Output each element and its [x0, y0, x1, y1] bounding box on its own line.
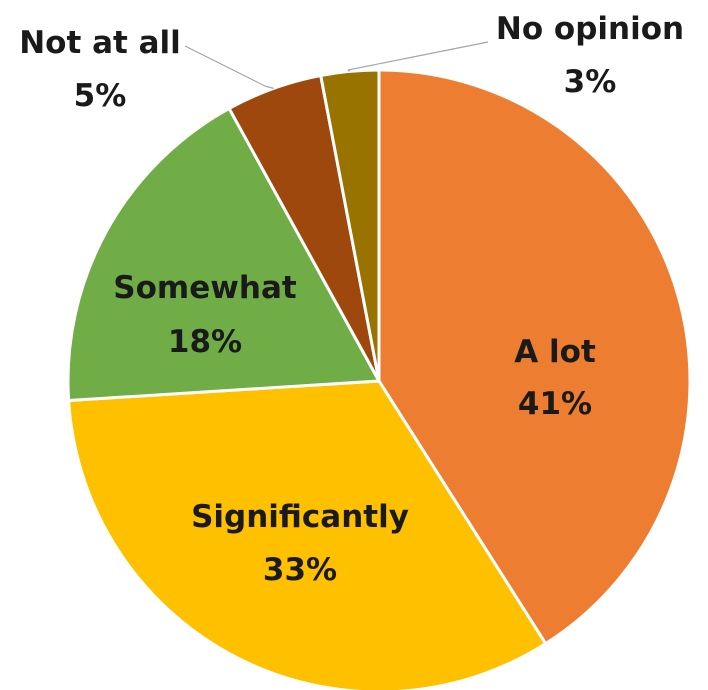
- data-label-category-not-at-all: Not at all: [19, 25, 181, 61]
- data-label-percent-a-lot: 41%: [518, 386, 592, 422]
- data-label-percent-significantly: 33%: [263, 552, 337, 588]
- data-label-category-significantly: Significantly: [191, 499, 409, 535]
- data-label-category-somewhat: Somewhat: [113, 270, 297, 306]
- pie-slice-somewhat: [66, 106, 381, 403]
- pie-slice-a-lot: [377, 68, 692, 646]
- pie-slice-significantly: [67, 379, 548, 690]
- data-label-category-a-lot: A lot: [514, 334, 596, 370]
- leader-line-not-at-all: [264, 85, 274, 89]
- data-label-percent-somewhat: 18%: [168, 324, 242, 360]
- data-label-percent-no-opinion: 3%: [564, 64, 617, 100]
- data-label-percent-not-at-all: 5%: [74, 78, 127, 114]
- data-label-category-no-opinion: No opinion: [496, 11, 684, 47]
- leader-line-not-at-all-elbow: [184, 45, 266, 87]
- leader-line-no-opinion-elbow: [347, 41, 489, 71]
